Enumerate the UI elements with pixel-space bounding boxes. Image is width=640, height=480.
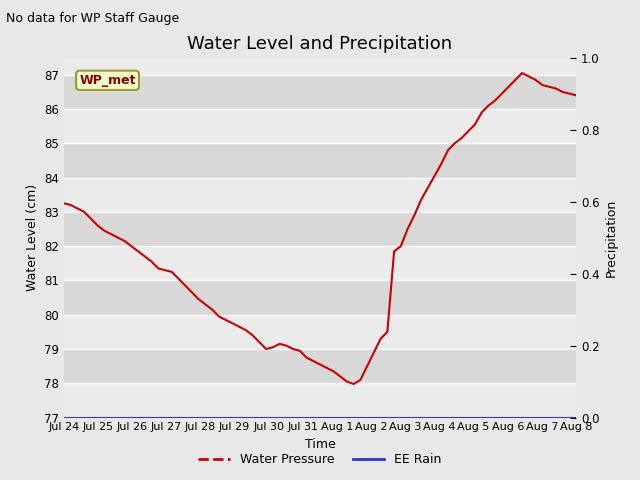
Legend: Water Pressure, EE Rain: Water Pressure, EE Rain — [193, 448, 447, 471]
Bar — [64, 384, 576, 418]
Bar — [64, 349, 576, 384]
Bar — [64, 280, 576, 315]
Bar — [64, 75, 576, 109]
Bar — [64, 109, 576, 144]
Y-axis label: Water Level (cm): Water Level (cm) — [26, 184, 38, 291]
Bar — [64, 315, 576, 349]
Bar — [64, 144, 576, 178]
Y-axis label: Precipitation: Precipitation — [605, 198, 618, 277]
Bar — [64, 246, 576, 280]
X-axis label: Time: Time — [305, 438, 335, 451]
Title: Water Level and Precipitation: Water Level and Precipitation — [188, 35, 452, 53]
Text: No data for WP Staff Gauge: No data for WP Staff Gauge — [6, 12, 180, 25]
Text: WP_met: WP_met — [79, 74, 136, 87]
Bar — [64, 178, 576, 212]
Bar — [64, 212, 576, 246]
